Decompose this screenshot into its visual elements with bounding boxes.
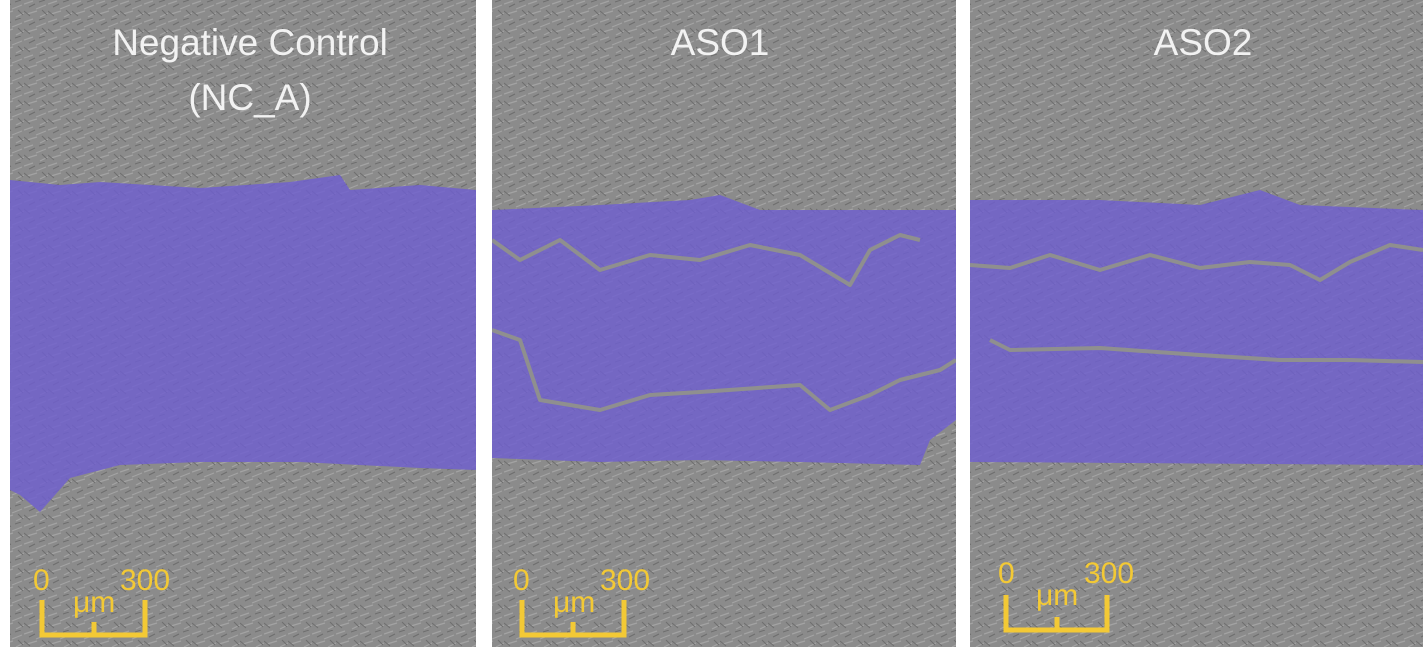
panel: ASO1 0 μm 300 [492,0,956,647]
scale-unit: μm [73,586,115,619]
scale-unit: μm [1036,579,1078,612]
figure: Negative Control (NC_A) 0 μm 300 ASO1 0 … [0,0,1423,647]
page: Negative Control (NC_A) 0 μm 300 ASO1 0 … [0,0,1423,647]
wound-area [492,195,956,465]
wound-area [970,190,1423,465]
panel: ASO2 0 μm 300 [970,0,1423,647]
scale-start: 0 [513,564,530,597]
panel-title: ASO1 [671,22,770,63]
scale-unit: μm [553,586,595,619]
scale-start: 0 [33,564,50,597]
scale-start: 0 [998,557,1015,590]
scale-end: 300 [1084,557,1134,590]
wound-area [10,175,476,512]
scale-end: 300 [600,564,650,597]
panel-title: (NC_A) [188,77,311,118]
scale-end: 300 [120,564,170,597]
panel-title: ASO2 [1154,22,1253,63]
panel: Negative Control (NC_A) 0 μm 300 [10,0,476,647]
panel-title: Negative Control [112,22,388,63]
